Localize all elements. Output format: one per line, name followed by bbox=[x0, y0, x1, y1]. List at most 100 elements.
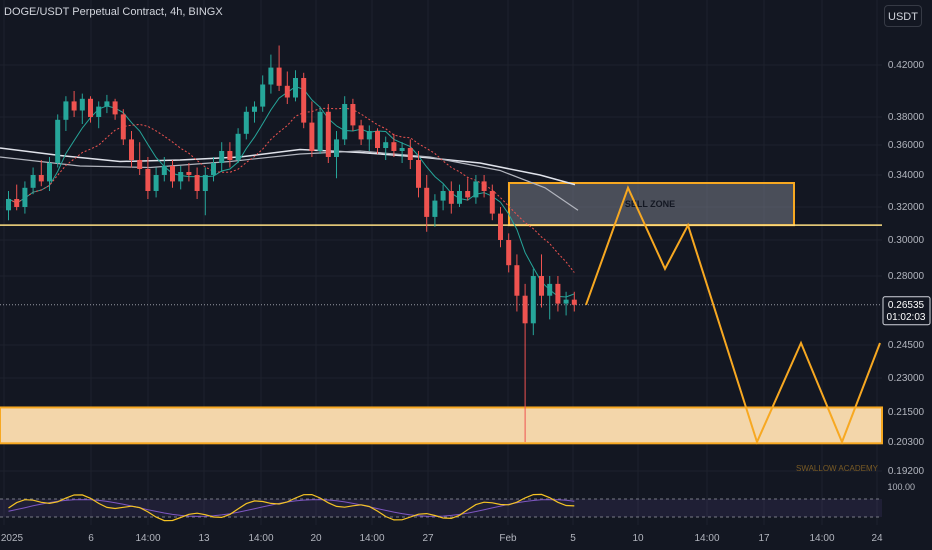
candle bbox=[416, 151, 421, 198]
candle bbox=[235, 128, 241, 163]
candle-body bbox=[243, 111, 249, 134]
candle bbox=[186, 163, 192, 182]
candle-body bbox=[571, 299, 577, 305]
candle bbox=[350, 98, 356, 131]
candle-body bbox=[219, 151, 225, 163]
candle bbox=[358, 119, 364, 145]
candle bbox=[317, 106, 323, 154]
y-tick-label: 0.20300 bbox=[888, 437, 925, 448]
x-tick-label: 14:00 bbox=[135, 533, 160, 544]
rsi-signal-line bbox=[8, 499, 575, 517]
candle-body bbox=[104, 101, 110, 107]
candle-body bbox=[227, 151, 233, 160]
candle-body bbox=[252, 106, 257, 112]
current-price-value: 0.26535 bbox=[888, 300, 925, 311]
candle-body bbox=[334, 139, 339, 157]
candle-body bbox=[399, 148, 405, 151]
candle bbox=[399, 142, 405, 163]
candle-body bbox=[145, 169, 151, 191]
candle bbox=[375, 128, 380, 154]
candle-body bbox=[38, 175, 44, 182]
candles bbox=[6, 45, 577, 442]
candle bbox=[227, 142, 233, 168]
candle bbox=[22, 181, 28, 214]
candle bbox=[276, 45, 282, 91]
x-tick-label: 27 bbox=[422, 533, 434, 544]
candle bbox=[88, 96, 93, 123]
candle-body bbox=[563, 299, 569, 304]
candle bbox=[120, 109, 126, 145]
candle-body bbox=[6, 199, 11, 211]
candle-body bbox=[342, 104, 348, 140]
candle-body bbox=[301, 78, 307, 123]
candle bbox=[563, 291, 569, 316]
candle bbox=[153, 167, 159, 198]
candle-body bbox=[30, 175, 36, 188]
candle-body bbox=[514, 265, 520, 296]
candle bbox=[243, 106, 249, 140]
candle-body bbox=[522, 295, 528, 324]
candle bbox=[440, 184, 446, 211]
candle-body bbox=[457, 191, 462, 204]
y-tick-label: 0.34000 bbox=[888, 170, 925, 181]
candle-body bbox=[473, 181, 479, 198]
candle bbox=[252, 101, 257, 123]
candle-body bbox=[260, 84, 266, 107]
watermark: SWALLOW ACADEMY bbox=[796, 464, 878, 473]
candle-body bbox=[391, 142, 397, 151]
y-tick-label: 0.38000 bbox=[888, 112, 925, 123]
candle-body bbox=[489, 191, 495, 214]
candle bbox=[38, 160, 44, 187]
candle bbox=[104, 94, 110, 114]
x-tick-label: Feb bbox=[499, 533, 517, 544]
candle bbox=[71, 91, 77, 117]
candle-body bbox=[63, 101, 69, 120]
candle-body bbox=[424, 187, 430, 217]
candle bbox=[161, 157, 167, 182]
candle bbox=[481, 175, 487, 198]
candle bbox=[293, 70, 298, 102]
candle-body bbox=[432, 200, 438, 217]
candle-body bbox=[268, 67, 274, 85]
candle-body bbox=[293, 78, 298, 98]
y-tick-label: 0.23000 bbox=[888, 373, 925, 384]
sell-zone-label: SELL ZONE bbox=[625, 199, 675, 209]
x-tick-label: 20 bbox=[310, 533, 322, 544]
candle bbox=[170, 160, 175, 188]
candle bbox=[473, 175, 479, 204]
candle bbox=[79, 93, 85, 124]
candle bbox=[465, 178, 471, 201]
rsi-scale-label: 100.00 bbox=[887, 482, 915, 492]
candle bbox=[301, 72, 307, 129]
candle-body bbox=[440, 191, 446, 201]
x-tick-label: 14:00 bbox=[248, 533, 273, 544]
candle bbox=[268, 54, 274, 94]
candle bbox=[202, 167, 208, 216]
candle-body bbox=[465, 191, 471, 198]
y-tick-label: 0.30000 bbox=[888, 235, 925, 246]
x-tick-label: 10 bbox=[632, 533, 644, 544]
candle-body bbox=[407, 148, 413, 160]
candle bbox=[489, 184, 495, 221]
candle bbox=[112, 98, 118, 120]
y-tick-label: 0.21500 bbox=[888, 407, 925, 418]
candle-body bbox=[71, 101, 77, 111]
candle-body bbox=[506, 240, 512, 266]
chart-grid bbox=[0, 0, 882, 525]
candle bbox=[309, 101, 315, 157]
candle bbox=[14, 184, 20, 211]
candle-body bbox=[375, 131, 380, 148]
candle-body bbox=[530, 276, 536, 324]
candle bbox=[407, 139, 413, 169]
rsi-line bbox=[8, 493, 575, 522]
x-tick-label: 13 bbox=[198, 533, 210, 544]
candle-body bbox=[383, 142, 389, 148]
x-tick-label: 2025 bbox=[1, 533, 24, 544]
candle bbox=[571, 291, 577, 312]
currency-button[interactable]: USDT bbox=[884, 5, 922, 27]
x-tick-label: 14:00 bbox=[809, 533, 834, 544]
candle bbox=[539, 254, 544, 308]
candle bbox=[498, 207, 503, 248]
candle-body bbox=[112, 101, 118, 115]
